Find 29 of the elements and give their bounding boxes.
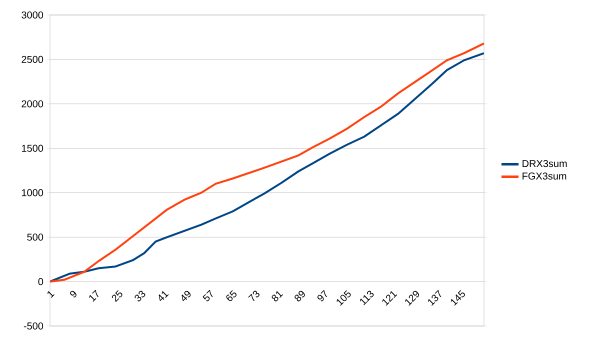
x-tick-label: 113 xyxy=(360,290,374,306)
y-tick-label: 1500 xyxy=(22,144,44,152)
x-tick-label: 17 xyxy=(89,290,99,302)
y-tick-label: 1000 xyxy=(22,189,44,196)
x-tick-label: 25 xyxy=(112,290,122,302)
x-tick-label: 137 xyxy=(428,290,442,306)
x-tick-label: 1 xyxy=(48,291,55,298)
y-tick-label: -500 xyxy=(24,322,44,330)
x-tick-label: 97 xyxy=(317,290,328,302)
y-tick-label: 2000 xyxy=(22,100,44,108)
x-tick-label: 81 xyxy=(272,291,284,302)
x-tick-label: 129 xyxy=(405,290,420,306)
x-tick-label: 33 xyxy=(134,290,146,302)
y-tick-label: 2500 xyxy=(22,56,44,63)
legend-label: FGX3sum xyxy=(522,172,566,180)
x-tick-label: 41 xyxy=(158,291,169,302)
x-tick-label: 65 xyxy=(226,290,237,302)
x-tick-label: 89 xyxy=(294,290,305,302)
x-tick-label: 9 xyxy=(70,290,76,298)
x-tick-label: 57 xyxy=(202,290,213,302)
y-tick-label: 0 xyxy=(38,278,44,286)
x-tick-label: 121 xyxy=(382,291,398,306)
x-tick-label: 49 xyxy=(182,290,191,302)
x-tick-label: 105 xyxy=(336,290,351,306)
x-tick-label: 145 xyxy=(450,290,465,306)
legend-label: DRX3sum xyxy=(522,160,567,168)
x-tick-label: 73 xyxy=(248,290,260,302)
y-tick-label: 500 xyxy=(27,234,44,241)
y-tick-label: 3000 xyxy=(22,11,44,19)
